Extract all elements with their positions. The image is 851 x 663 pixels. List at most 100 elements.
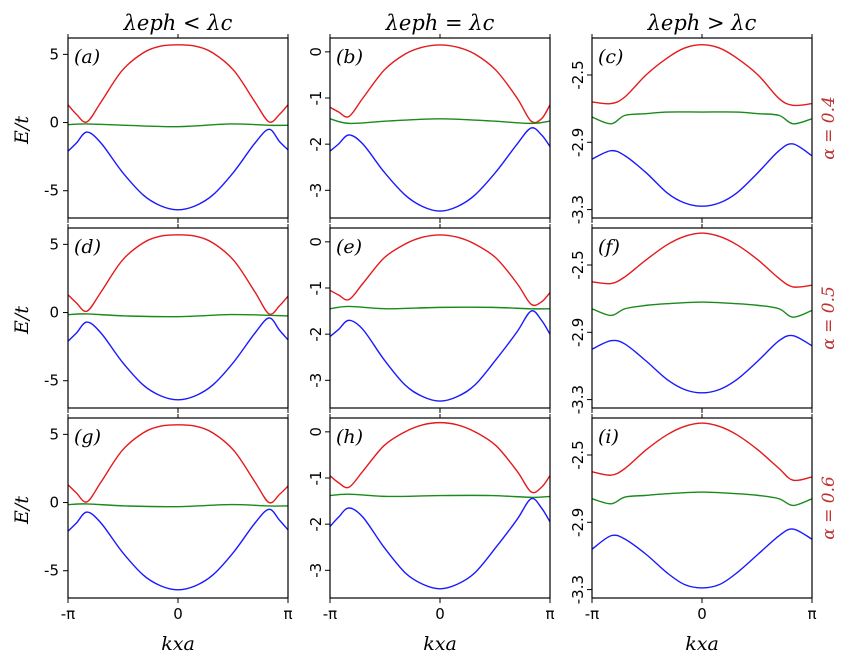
x-tick-label: -π <box>323 605 337 623</box>
y-tick-label: -3.3 <box>569 385 587 414</box>
panel-5: 0 -1 -2 -3 (e) <box>307 224 551 413</box>
x-tick-label: π <box>807 605 816 623</box>
row-label-3: α = 0.6 <box>819 476 839 540</box>
column-title-3: λeph > λc <box>647 11 757 35</box>
panel-label: (e) <box>336 236 362 258</box>
y-tick-label: -2 <box>307 137 325 152</box>
series-line-1 <box>330 234 550 307</box>
series-group <box>330 421 550 590</box>
y-tick-label: 0 <box>49 494 59 512</box>
series-group <box>68 424 288 591</box>
y-tick-label: -2.5 <box>569 60 587 89</box>
y-tick-label: -5 <box>44 372 59 390</box>
series-group <box>330 234 550 402</box>
panel-4: 5 0 -5 (d) <box>44 224 289 413</box>
y-tick-label: -2.9 <box>569 128 587 157</box>
row-labels: α = 0.4 α = 0.5 α = 0.6 <box>819 96 839 540</box>
row-label-1: α = 0.4 <box>819 96 839 160</box>
series-line-2 <box>330 305 550 310</box>
series-line-3 <box>592 143 812 207</box>
column-titles: λeph < λc λeph = λc λeph > λc <box>123 11 757 35</box>
y-tick-label: 5 <box>49 45 59 63</box>
y-axis-label-2: E/t <box>11 306 33 335</box>
panel-label: (g) <box>74 426 101 448</box>
y-tick-label: 0 <box>307 47 325 57</box>
y-tick-label: -2.9 <box>569 318 587 347</box>
x-axis-labels: kxa kxa kxa <box>161 633 719 655</box>
series-line-2 <box>68 313 288 318</box>
y-tick-label: -3.3 <box>569 575 587 604</box>
x-tick-label: 0 <box>435 605 445 623</box>
plot-frame <box>67 37 289 219</box>
series-line-1 <box>592 422 812 482</box>
y-tick-label: -1 <box>307 471 325 486</box>
series-line-2 <box>592 491 812 507</box>
series-line-1 <box>330 44 550 124</box>
panel-9: -2.5 -2.9 -3.3-π 0 π (i) <box>569 414 817 623</box>
y-tick-label: 5 <box>49 235 59 253</box>
series-group <box>592 232 812 394</box>
panel-label: (i) <box>598 426 619 448</box>
panel-label: (a) <box>74 46 100 68</box>
y-tick-label: -2 <box>307 517 325 532</box>
y-tick-label: -3 <box>307 563 325 578</box>
panels: 5 0 -5 (a) 0 -1 -2 -3 (b) -2.5 -2.9 -3.3 (c) 5 0 -5 (d) 0… <box>44 34 817 623</box>
panel-7: 5 0 -5 -π 0 π (g) <box>44 414 293 623</box>
y-axis-label-1: E/t <box>11 116 33 145</box>
series-line-3 <box>592 528 812 589</box>
series-group <box>592 422 812 589</box>
series-group <box>330 44 550 212</box>
x-axis-label-2: kxa <box>423 633 457 655</box>
y-tick-label: 5 <box>49 425 59 443</box>
x-tick-label: 0 <box>697 605 707 623</box>
y-tick-label: -2.5 <box>569 250 587 279</box>
series-line-3 <box>330 310 550 402</box>
row-label-2: α = 0.5 <box>819 286 839 350</box>
series-line-3 <box>592 334 812 394</box>
series-line-2 <box>68 503 288 508</box>
y-tick-label: -1 <box>307 91 325 106</box>
plot-frame <box>591 417 813 599</box>
series-line-1 <box>330 421 550 494</box>
x-tick-label: 0 <box>173 605 183 623</box>
column-title-2: λeph = λc <box>385 11 495 35</box>
series-group <box>68 44 288 211</box>
panel-3: -2.5 -2.9 -3.3 (c) <box>569 34 813 224</box>
y-axis-labels: E/t E/t E/t <box>11 116 33 525</box>
panel-label: (c) <box>598 46 623 68</box>
series-line-2 <box>330 118 550 125</box>
series-group <box>592 44 812 207</box>
plot-frame <box>67 227 289 409</box>
series-line-3 <box>330 127 550 212</box>
plot-frame <box>591 227 813 409</box>
x-tick-label: π <box>545 605 554 623</box>
y-tick-label: -1 <box>307 281 325 296</box>
series-line-2 <box>592 301 812 318</box>
plot-frame <box>67 417 289 599</box>
y-tick-label: 0 <box>49 304 59 322</box>
panel-label: (d) <box>74 236 101 258</box>
y-tick-label: -3.3 <box>569 195 587 224</box>
panel-8: 0 -1 -2 -3 -π 0 π (h) <box>307 414 555 623</box>
y-tick-label: 0 <box>49 114 59 132</box>
y-tick-label: -2 <box>307 327 325 342</box>
y-tick-label: -3 <box>307 373 325 388</box>
panel-label: (h) <box>336 426 363 448</box>
series-line-1 <box>592 232 812 288</box>
panel-6: -2.5 -2.9 -3.3 (f) <box>569 224 813 414</box>
series-line-1 <box>68 234 288 316</box>
y-axis-label-3: E/t <box>11 496 33 525</box>
series-line-2 <box>330 493 550 499</box>
series-line-2 <box>592 111 812 125</box>
series-line-3 <box>330 497 550 590</box>
series-line-3 <box>68 508 288 591</box>
series-line-2 <box>68 123 288 128</box>
series-line-3 <box>68 317 288 401</box>
y-tick-label: 0 <box>307 237 325 247</box>
panel-label: (f) <box>598 236 620 258</box>
column-title-1: λeph < λc <box>123 11 233 35</box>
x-tick-label: -π <box>585 605 599 623</box>
x-tick-label: -π <box>61 605 75 623</box>
series-group <box>68 234 288 401</box>
y-tick-label: -2.5 <box>569 440 587 469</box>
